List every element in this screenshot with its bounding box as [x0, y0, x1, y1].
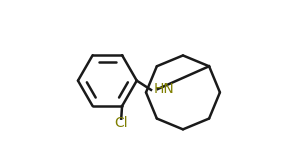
Text: Cl: Cl [114, 116, 128, 130]
Text: HN: HN [154, 82, 174, 96]
